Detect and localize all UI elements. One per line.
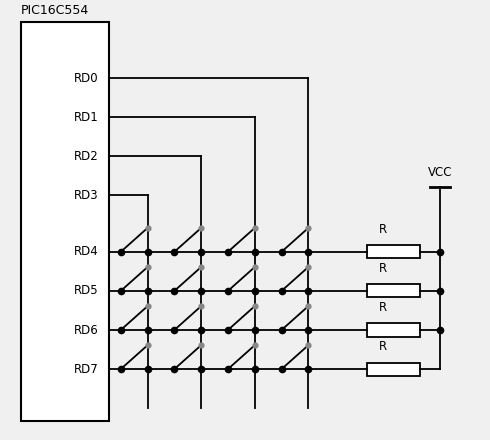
Text: RD1: RD1 [74, 111, 99, 124]
Bar [21, 22, 109, 421]
Bar [367, 246, 420, 258]
Text: R: R [379, 262, 387, 275]
Bar [367, 323, 420, 337]
Bar [367, 363, 420, 376]
Text: RD2: RD2 [74, 150, 99, 163]
Text: PIC16C554: PIC16C554 [21, 4, 89, 17]
Text: RD7: RD7 [74, 363, 99, 376]
Bar [367, 284, 420, 297]
Text: RD6: RD6 [74, 323, 99, 337]
Text: R: R [379, 223, 387, 236]
Text: RD4: RD4 [74, 246, 99, 258]
Text: VCC: VCC [428, 166, 452, 179]
Text: R: R [379, 301, 387, 314]
Text: RD3: RD3 [74, 189, 99, 202]
Text: R: R [379, 340, 387, 353]
Text: RD5: RD5 [74, 284, 99, 297]
Text: RD0: RD0 [74, 72, 99, 84]
